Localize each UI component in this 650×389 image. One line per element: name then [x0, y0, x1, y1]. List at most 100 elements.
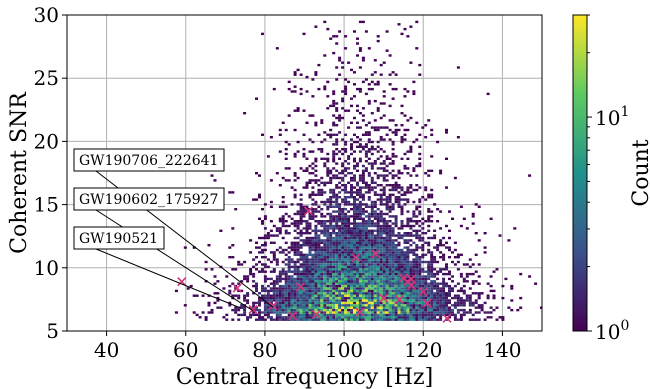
y-tick-label-2: 15	[34, 193, 59, 217]
heatmap-cell-26	[210, 268, 214, 271]
heatmap-cell-1565	[347, 155, 351, 158]
heatmap-cell-1804	[358, 232, 362, 235]
heatmap-cell-1360	[338, 181, 342, 184]
heatmap-cell-1576	[350, 304, 353, 307]
heatmap-cell-2900	[415, 287, 419, 290]
heatmap-cell-3070	[427, 265, 431, 269]
heatmap-cell-1529	[347, 275, 351, 278]
heatmap-cell-1816	[358, 200, 362, 204]
heatmap-cell-2085	[370, 200, 374, 204]
heatmap-cell-2683	[400, 193, 404, 196]
heatmap-cell-1881	[361, 217, 365, 220]
heatmap-cell-2960	[418, 258, 422, 261]
heatmap-cell-947	[320, 301, 324, 305]
heatmap-cell-2338	[382, 191, 386, 194]
heatmap-cell-1116	[329, 299, 333, 302]
heatmap-cell-2219	[376, 140, 380, 144]
heatmap-cell-1244	[335, 304, 339, 307]
heatmap-cell-3419	[489, 306, 493, 309]
heatmap-cell-2376	[385, 270, 389, 273]
heatmap-cell-303	[275, 277, 279, 281]
heatmap-cell-3420	[489, 289, 493, 293]
heatmap-cell-2881	[412, 169, 416, 172]
heatmap-cell-1730	[356, 246, 359, 249]
heatmap-cell-2529	[391, 155, 395, 158]
heatmap-cell-988	[320, 150, 324, 153]
heatmap-cell-2329	[382, 227, 386, 230]
heatmap-cell-3057	[427, 299, 431, 302]
heatmap-cell-1911	[364, 308, 368, 312]
heatmap-cell-3264	[448, 287, 451, 290]
heatmap-cell-1308	[335, 35, 339, 38]
heatmap-cell-2487	[391, 294, 395, 297]
heatmap-cell-2348	[382, 150, 386, 153]
heatmap-cell-856	[314, 258, 318, 261]
heatmap-cell-2391	[385, 234, 389, 237]
heatmap-cell-3156	[436, 318, 440, 321]
heatmap-cell-3213	[442, 299, 446, 302]
heatmap-cell-389	[284, 289, 288, 293]
heatmap-cell-237	[266, 155, 270, 158]
heatmap-cell-598	[299, 277, 303, 281]
heatmap-cell-1988	[367, 277, 371, 281]
heatmap-cell-1659	[353, 251, 356, 254]
heatmap-cell-1592	[350, 265, 353, 269]
heatmap-cell-821	[311, 186, 315, 189]
heatmap-cell-3328	[459, 272, 463, 276]
heatmap-cell-1763	[356, 104, 359, 108]
heatmap-cell-413	[284, 148, 288, 151]
heatmap-cell-2363	[385, 301, 389, 305]
heatmap-cell-1320	[338, 292, 342, 295]
heatmap-cell-1935	[364, 251, 368, 254]
heatmap-cell-1891	[361, 179, 365, 182]
heatmap-cell-1930	[364, 263, 368, 266]
heatmap-cell-2175	[376, 292, 380, 295]
heatmap-cell-862	[314, 244, 318, 247]
heatmap-cell-2478	[391, 316, 395, 319]
heatmap-cell-567	[296, 232, 300, 235]
heatmap-cell-3248	[445, 241, 448, 244]
heatmap-cell-1842	[361, 311, 365, 314]
heatmap-cell-2102	[370, 73, 374, 76]
heatmap-cell-2248	[379, 270, 383, 273]
heatmap-cell-1316	[338, 301, 342, 305]
heatmap-cell-48	[228, 301, 232, 305]
heatmap-cell-2463	[388, 196, 392, 199]
heatmap-cell-1868	[361, 248, 365, 252]
heatmap-cell-2416	[388, 318, 392, 321]
event-marker-4	[288, 311, 298, 321]
heatmap-cell-1746	[356, 205, 359, 208]
heatmap-cell-1480	[344, 222, 348, 225]
heatmap-cell-2715	[403, 270, 407, 273]
heatmap-cell-2638	[397, 172, 401, 175]
heatmap-cell-1766	[356, 42, 359, 45]
heatmap-cell-3219	[442, 284, 446, 288]
heatmap-cell-1103	[326, 133, 330, 136]
heatmap-cell-3170	[436, 282, 440, 285]
heatmap-cell-2022	[367, 174, 371, 177]
heatmap-cell-1646	[353, 282, 356, 285]
heatmap-cell-2980	[418, 133, 422, 136]
heatmap-cell-3390	[477, 311, 481, 314]
heatmap-cell-2558	[394, 272, 398, 276]
heatmap-cell-1322	[338, 287, 342, 290]
heatmap-cell-757	[308, 241, 312, 244]
heatmap-cell-487	[293, 313, 297, 317]
heatmap-cell-3028	[424, 294, 428, 297]
heatmap-cell-1259	[335, 268, 339, 271]
heatmap-cell-1242	[335, 308, 339, 312]
heatmap-cell-2129	[373, 256, 377, 259]
heatmap-cell-783	[311, 304, 315, 307]
heatmap-cell-2755	[406, 292, 410, 295]
heatmap-cell-1734	[356, 236, 359, 240]
heatmap-cell-7	[192, 294, 196, 297]
heatmap-cell-2174	[376, 294, 380, 297]
heatmap-cell-2243	[379, 282, 383, 285]
heatmap-cell-2682	[400, 198, 404, 201]
heatmap-cell-2613	[397, 270, 401, 273]
heatmap-cell-1336	[338, 253, 342, 256]
heatmap-cell-2015	[367, 205, 371, 208]
heatmap-cell-428	[287, 289, 291, 293]
heatmap-cell-2324	[382, 241, 386, 244]
heatmap-cell-3446	[516, 308, 520, 312]
